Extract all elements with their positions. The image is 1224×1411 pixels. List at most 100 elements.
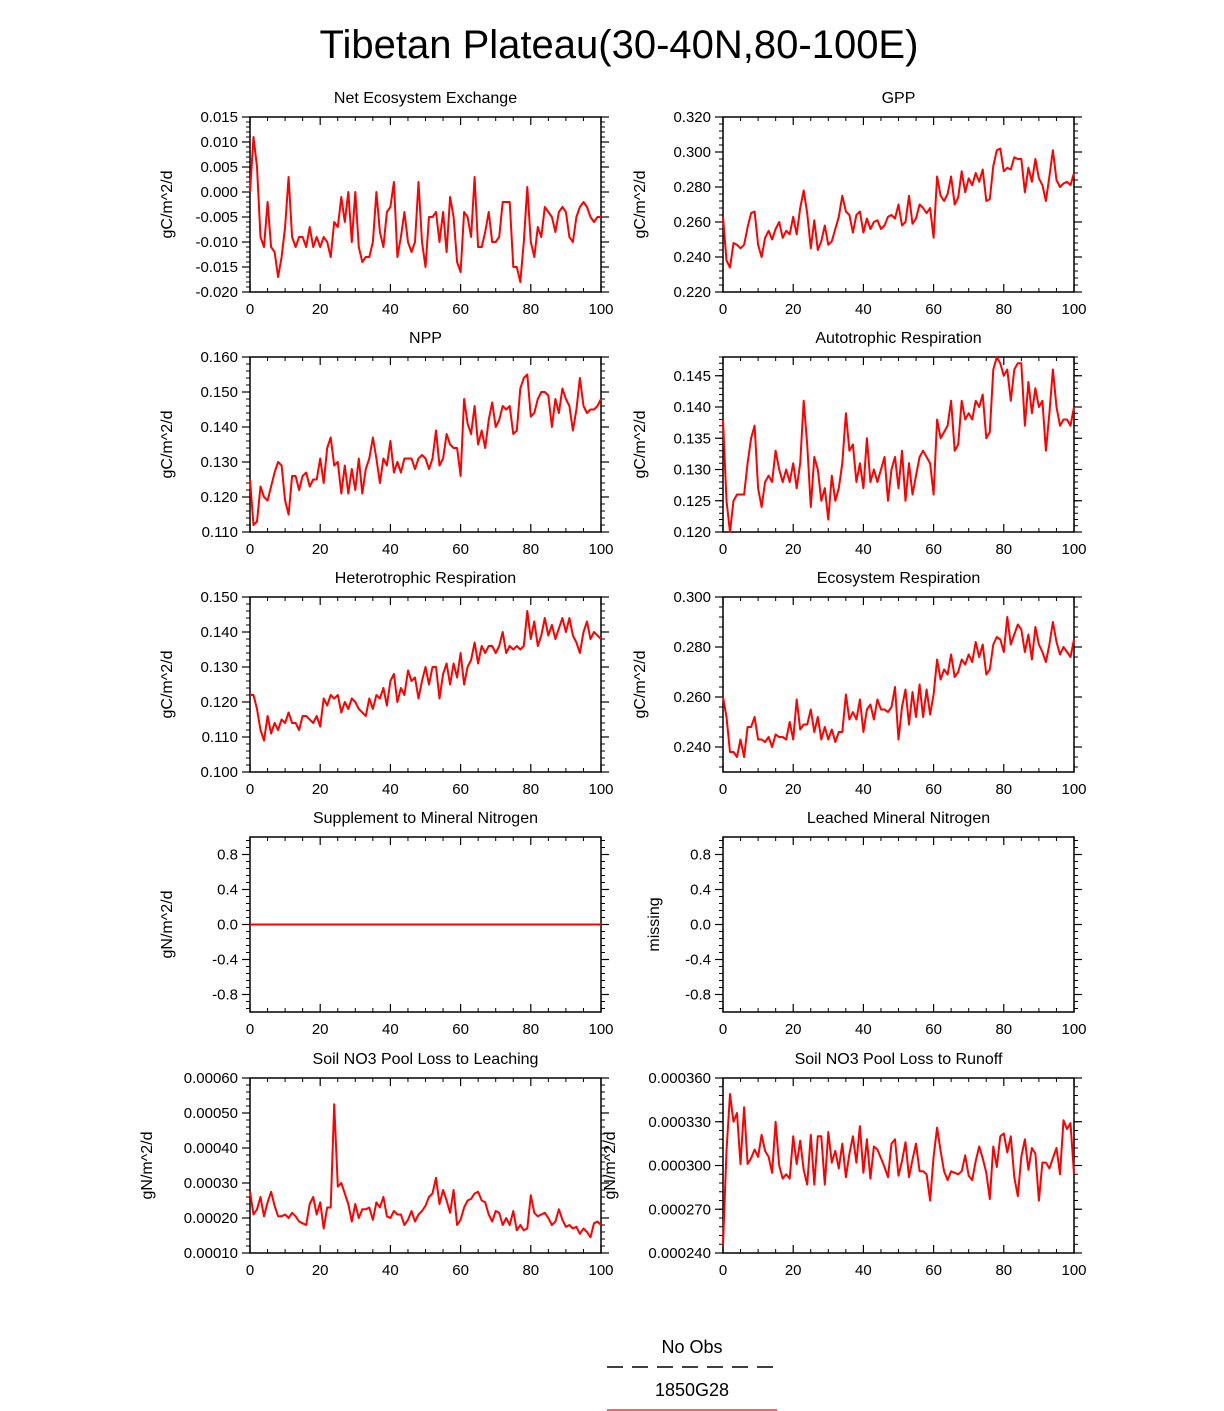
plot-frame (722, 356, 1075, 533)
x-tick-label: 60 (452, 541, 469, 558)
plot-frame (249, 1077, 602, 1254)
y-tick-label: 0.000 (200, 184, 238, 201)
panel-title: Leached Mineral Nitrogen (807, 810, 990, 827)
y-axis-label: missing (646, 897, 663, 951)
y-axis-label: gN/m^2/d (139, 1132, 156, 1200)
panel-title: Soil NO3 Pool Loss to Runoff (795, 1051, 1003, 1068)
y-tick-label: -0.005 (195, 209, 238, 226)
y-tick-label: 0.280 (673, 179, 711, 196)
x-tick-label: 100 (1061, 1021, 1086, 1038)
x-tick-label: 0 (246, 1262, 254, 1279)
y-tick-label: 0.000300 (648, 1158, 711, 1175)
x-tick-label: 60 (925, 1021, 942, 1038)
y-tick-label: 0.110 (202, 524, 238, 541)
y-axis-label: gC/m^2/d (632, 411, 649, 479)
figure-title: Tibetan Plateau(30-40N,80-100E) (320, 23, 919, 67)
panel-gpp: GPP 0 20 40 60 80 100 0.220 0.240 0.260 0.280 0.300… (632, 90, 1087, 318)
y-tick-label: 0.100 (200, 764, 238, 781)
panel-supplement-to-mineral-nitrogen: Supplement to Mineral Nitrogen 0 20 40 60 80 1… (159, 810, 614, 1038)
y-tick-label: 0.00060 (184, 1070, 238, 1087)
series-line-1850g28 (250, 610, 602, 742)
x-tick-label: 40 (382, 781, 399, 798)
y-tick-label: 0.130 (200, 659, 238, 676)
panel-title: Net Ecosystem Exchange (334, 90, 517, 107)
x-tick-label: 40 (855, 541, 872, 558)
panel-autotrophic-respiration: Autotrophic Respiration 0 20 40 60 80 100 0.120… (632, 330, 1087, 558)
x-tick-label: 80 (522, 781, 539, 798)
y-tick-label: -0.8 (212, 987, 238, 1004)
y-tick-label: 0.000240 (648, 1245, 711, 1262)
x-tick-label: 40 (382, 541, 399, 558)
y-tick-label: 0.120 (673, 524, 711, 541)
panel-title: GPP (882, 90, 916, 107)
y-axis-label: gC/m^2/d (159, 651, 176, 719)
x-tick-label: 0 (719, 781, 727, 798)
panel-title: NPP (409, 330, 442, 347)
y-axis-label: gN/m^2/d (159, 891, 176, 959)
x-tick-label: 60 (452, 1262, 469, 1279)
y-tick-label: -0.020 (195, 284, 238, 301)
x-tick-label: 20 (785, 781, 802, 798)
x-tick-label: 40 (382, 301, 399, 318)
x-tick-label: 0 (719, 1262, 727, 1279)
panel-title: Heterotrophic Respiration (335, 570, 516, 587)
x-tick-label: 80 (522, 541, 539, 558)
x-tick-label: 80 (995, 1021, 1012, 1038)
panel-npp: NPP 0 20 40 60 80 100 0.110 0.120 0.130 0.140 0.150… (159, 330, 614, 558)
y-tick-label: 0.000330 (648, 1114, 711, 1131)
x-tick-label: 0 (246, 301, 254, 318)
y-tick-label: 0.150 (200, 589, 238, 606)
series-line-1850g28 (249, 136, 601, 283)
series-line-1850g28 (722, 356, 1075, 533)
panel-ecosystem-respiration: Ecosystem Respiration 0 20 40 60 80 100 0.240 0.… (632, 570, 1087, 798)
x-tick-label: 60 (452, 1021, 469, 1038)
y-tick-label: 0.005 (200, 159, 238, 176)
y-tick-label: 0.125 (673, 493, 711, 510)
x-tick-label: 100 (588, 301, 613, 318)
x-tick-label: 40 (855, 1262, 872, 1279)
plot-frame (249, 356, 602, 533)
x-tick-label: 100 (588, 1021, 613, 1038)
panel-title: Ecosystem Respiration (817, 570, 981, 587)
y-tick-label: 0.140 (673, 399, 711, 416)
x-tick-label: 0 (246, 781, 254, 798)
series-line-1850g28 (249, 1103, 602, 1239)
legend-model-label: 1850G28 (655, 1380, 729, 1400)
x-tick-label: 60 (452, 301, 469, 318)
y-tick-label: 0.130 (200, 454, 238, 471)
panel-title: Soil NO3 Pool Loss to Leaching (313, 1051, 539, 1068)
x-tick-label: 100 (588, 541, 613, 558)
x-tick-label: 80 (995, 301, 1012, 318)
y-axis-label: gC/m^2/d (159, 411, 176, 479)
panel-title: Supplement to Mineral Nitrogen (313, 810, 538, 827)
panel-heterotrophic-respiration: Heterotrophic Respiration 0 20 40 60 80 100 0.1… (159, 570, 614, 798)
y-tick-label: 0.130 (673, 462, 711, 479)
x-tick-label: 20 (785, 1021, 802, 1038)
y-tick-label: 0.140 (200, 624, 238, 641)
y-tick-label: 0.150 (200, 384, 238, 401)
x-tick-label: 80 (995, 781, 1012, 798)
y-tick-label: 0.015 (200, 109, 238, 126)
x-tick-label: 80 (522, 1021, 539, 1038)
x-tick-label: 60 (925, 541, 942, 558)
y-tick-label: 0.4 (217, 882, 238, 899)
y-tick-label: 0.260 (673, 214, 711, 231)
y-tick-label: 0.280 (673, 639, 711, 656)
x-tick-label: 20 (312, 781, 329, 798)
y-axis-label: gC/m^2/d (632, 651, 649, 719)
plot-frame (249, 596, 602, 773)
y-tick-label: 0.220 (673, 284, 711, 301)
y-tick-label: 0.320 (673, 109, 711, 126)
y-tick-label: 0.260 (673, 689, 711, 706)
x-tick-label: 0 (719, 541, 727, 558)
y-tick-label: 0.00020 (184, 1210, 238, 1227)
y-tick-label: 0.145 (673, 368, 711, 385)
x-tick-label: 0 (719, 301, 727, 318)
y-tick-label: 0.8 (690, 847, 711, 864)
y-axis-label: gN/m^2/d (602, 1132, 619, 1200)
panel-net-ecosystem-exchange: Net Ecosystem Exchange 0 20 40 60 80 100 -0.020… (159, 90, 614, 318)
x-tick-label: 80 (522, 1262, 539, 1279)
y-tick-label: -0.8 (685, 987, 711, 1004)
x-tick-label: 100 (1061, 541, 1086, 558)
y-tick-label: -0.4 (685, 952, 711, 969)
